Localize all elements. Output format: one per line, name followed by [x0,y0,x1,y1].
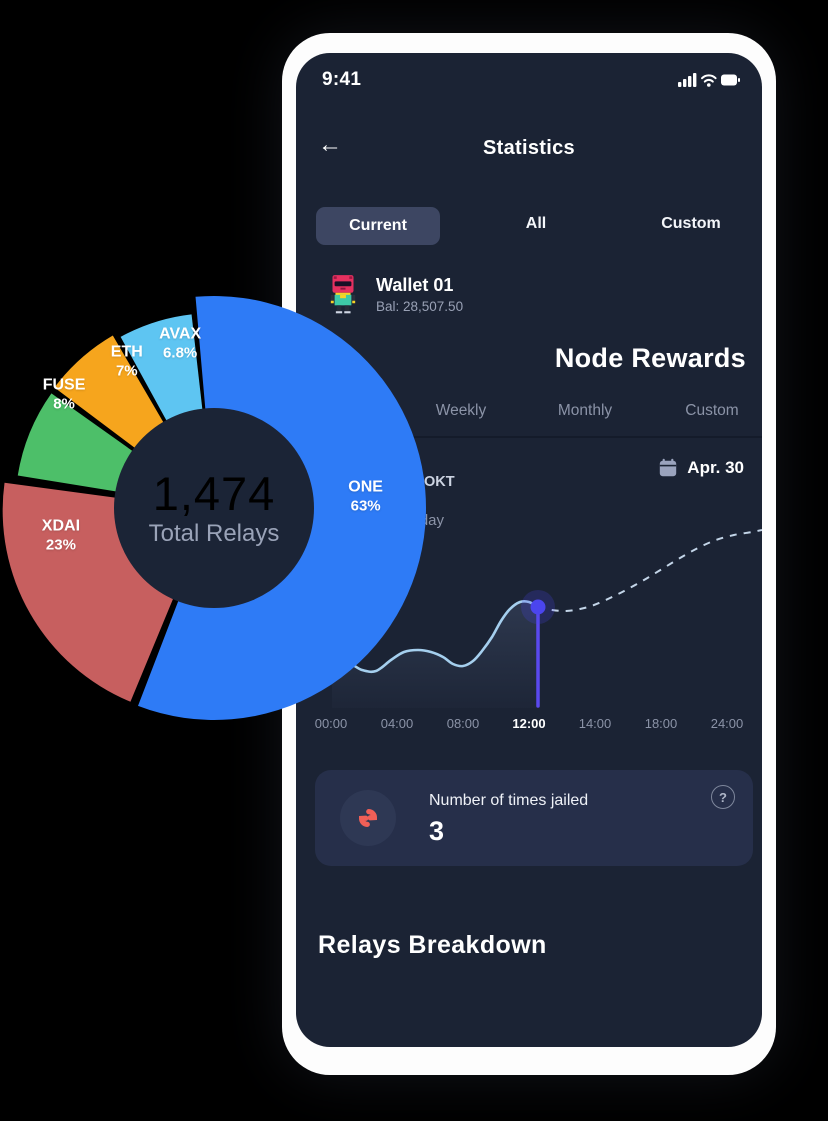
jailed-label: Number of times jailed [429,792,589,809]
wallet-avatar [330,275,356,314]
jail-icon-circle [340,790,396,846]
tick-24:00: 24:00 [710,716,744,731]
wallet-name: Wallet 01 [376,274,454,295]
date-picker[interactable]: Apr. 30 [658,458,744,478]
phone-screen: 9:41 ← Stat [296,53,762,1047]
projected-line [537,529,762,613]
status-icons [678,72,740,94]
status-time: 9:41 [322,69,362,90]
tab-weekly[interactable]: Weekly [435,402,487,419]
node-rewards-title: Node Rewards [554,343,746,373]
wifi-icon [701,74,717,83]
tick-12:00: 12:00 [512,716,546,731]
wallet-balance: Bal: 28,507.50 [376,298,464,314]
jail-chain-icon [358,809,378,827]
wallet-row[interactable]: Wallet 01 Bal: 28,507.50 [322,273,463,315]
jailed-value: 3 [429,816,445,846]
time-axis: 00:00 04:00 08:00 12:00 14:00 18:00 24:00 [310,716,748,731]
tick-04:00: 04:00 [380,716,414,731]
page-title: Statistics [483,137,575,159]
jailed-card: Number of times jailed 3 ? [315,770,753,866]
tick-18:00: 18:00 [644,716,678,731]
donut-hole [114,408,314,608]
rewards-line-chart[interactable] [296,493,762,713]
divider [348,436,762,438]
tab-all[interactable]: All [525,215,547,232]
tab-monthly[interactable]: Monthly [557,402,613,419]
reward-unit: OKT [424,474,455,490]
help-icon[interactable]: ? [711,785,735,809]
back-button[interactable]: ← [318,131,342,158]
tick-08:00: 08:00 [446,716,480,731]
tick-14:00: 14:00 [578,716,612,731]
calendar-icon [660,458,677,477]
actual-line [330,599,540,674]
signal-icon [678,73,697,87]
tab-current[interactable]: Current [316,207,440,245]
tab-period-custom[interactable]: Custom [685,402,739,419]
tick-00:00: 00:00 [314,716,348,731]
wifi-dot [707,83,711,87]
date-label: Apr. 30 [687,458,744,477]
relays-breakdown-title: Relays Breakdown [318,931,547,959]
battery-icon [721,74,740,86]
relays-donut-chart: 1,474 Total Relays ONE 63% XDAI 23% FUSE 8% ET… [0,288,434,728]
tab-custom[interactable]: Custom [661,215,721,232]
chart-marker [530,599,546,615]
